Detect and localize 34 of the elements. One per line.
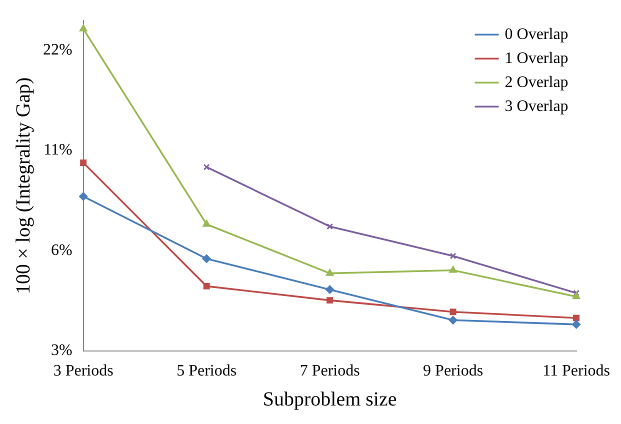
x-tick-label: 11 Periods	[542, 362, 610, 380]
y-tick-label: 3%	[51, 342, 72, 360]
point	[326, 269, 334, 276]
point	[450, 252, 456, 260]
x-tick-label: 5 Periods	[176, 362, 237, 380]
legend-label: 1 Overlap	[504, 50, 568, 67]
point	[202, 220, 210, 227]
point	[80, 160, 87, 166]
x-axis-title: Subproblem size	[262, 388, 397, 410]
point	[202, 254, 211, 263]
point	[573, 290, 580, 296]
point	[326, 297, 334, 304]
legend-label: 3 Overlap	[504, 98, 568, 115]
point	[79, 192, 88, 201]
y-tick-label: 6%	[51, 242, 72, 259]
y-axis-title: 100 × log (Integrality Gap)	[12, 77, 34, 294]
point	[203, 282, 210, 290]
legend-label: 0 Overlap	[504, 26, 568, 43]
x-tick-label: 7 Periods	[300, 362, 360, 380]
y-tick-label: 22%	[43, 41, 72, 58]
point	[80, 24, 88, 32]
point	[448, 316, 458, 324]
y-tick-label: 11%	[44, 142, 72, 159]
point	[572, 292, 580, 300]
x-tick-label: 3 Periods	[53, 362, 114, 380]
point	[203, 164, 210, 170]
point	[573, 314, 580, 322]
point	[450, 308, 456, 316]
point	[449, 266, 457, 273]
point	[326, 285, 334, 294]
point	[326, 223, 334, 230]
point	[572, 320, 581, 329]
x-tick-label: 9 Periods	[423, 362, 484, 380]
legend-label: 2 Overlap	[504, 74, 568, 91]
